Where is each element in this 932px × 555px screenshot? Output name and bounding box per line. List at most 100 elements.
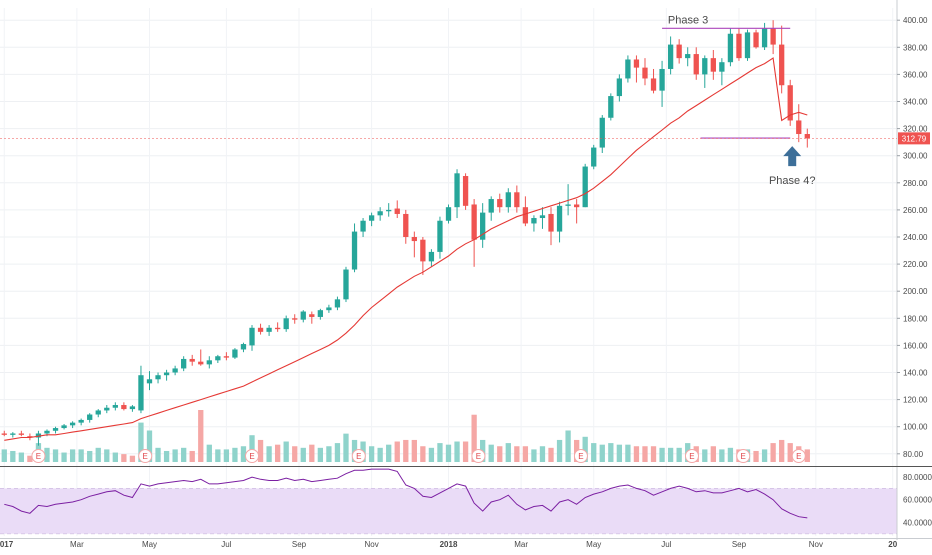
volume-bar <box>727 447 734 462</box>
volume-bar <box>779 439 785 462</box>
candle-body <box>659 68 665 91</box>
volume-bar <box>454 441 460 462</box>
candle-body <box>505 192 511 208</box>
volume-bar <box>394 441 400 462</box>
rsi-axis: 80.0000 60.0000 40.0000 <box>903 473 932 527</box>
volume-bar <box>266 446 272 462</box>
candle-body <box>437 220 443 252</box>
volume-bar <box>514 446 520 462</box>
candle-body <box>522 207 529 224</box>
volume-bar <box>44 447 50 462</box>
candle-body <box>548 213 554 232</box>
time-tick-label: 2018 <box>440 540 458 549</box>
candle-body <box>445 207 452 221</box>
candle-body <box>326 307 332 311</box>
earnings-badge-label: E <box>36 452 41 461</box>
current-price-value: 312.79 <box>902 134 927 143</box>
earnings-badge-label: E <box>578 452 583 461</box>
candle-body <box>351 231 358 270</box>
arrow-shape <box>783 146 802 167</box>
volume-bar <box>1 449 7 462</box>
earnings-badge <box>31 449 46 463</box>
candle-body <box>249 327 255 346</box>
candle-body <box>35 433 42 438</box>
volume-bar <box>539 446 546 462</box>
candles <box>1 20 810 446</box>
candle-body <box>599 117 605 148</box>
time-tick-label: 20 <box>888 540 897 549</box>
candle-body <box>95 410 101 415</box>
volume-bar <box>257 439 264 462</box>
candle-body <box>129 406 136 410</box>
price-tick-label: 140.00 <box>903 369 928 378</box>
volume-bar <box>61 452 67 462</box>
candle-body <box>360 220 366 232</box>
earnings-badge <box>138 449 153 463</box>
candle-body <box>719 62 725 72</box>
candle-body <box>565 204 571 206</box>
candle-body <box>215 356 221 361</box>
volume-bar <box>317 447 324 462</box>
volume-bar <box>249 435 255 462</box>
volume-bar <box>292 446 298 462</box>
candle-body <box>761 28 768 48</box>
volume-bar <box>189 450 195 462</box>
volume-bar <box>223 449 230 462</box>
candle-body <box>309 314 315 317</box>
volume-bar <box>172 449 178 462</box>
volume-bar <box>420 446 426 462</box>
candle-body <box>710 58 716 72</box>
volume-bar <box>608 443 614 462</box>
price-tick-label: 160.00 <box>903 341 928 350</box>
volume-bar <box>112 452 118 462</box>
time-tick-label: May <box>142 540 157 549</box>
volume-bar <box>283 441 289 462</box>
candle-body <box>163 372 170 376</box>
volume-bar <box>804 449 810 462</box>
candle-body <box>292 318 298 320</box>
volume-bar <box>753 450 759 462</box>
candle-body <box>616 78 623 97</box>
candle-body <box>667 44 674 69</box>
volume-bar <box>18 452 25 462</box>
time-tick-label: Sep <box>732 540 747 549</box>
rsi-band <box>0 488 897 534</box>
time-tick-label: Nov <box>809 540 823 549</box>
volume-bar <box>556 439 563 462</box>
earnings-badge <box>351 449 366 463</box>
volume-bar <box>95 447 101 462</box>
candle-body <box>685 54 691 59</box>
candle-body <box>642 67 648 79</box>
volume-bar <box>403 439 409 462</box>
candle-body <box>121 405 127 410</box>
rsi-tick-label: 80.0000 <box>903 473 932 482</box>
volume-bar <box>642 446 648 462</box>
candle-body <box>488 199 494 213</box>
volume-bar <box>522 446 529 462</box>
candle-body <box>61 425 67 429</box>
candle-body <box>633 59 640 68</box>
volume-bar <box>428 447 435 462</box>
candle-body <box>343 269 349 300</box>
up-arrow-icon <box>783 146 802 167</box>
candle-body <box>796 120 802 135</box>
candle-body <box>181 358 187 369</box>
candle-body <box>155 375 161 380</box>
candle-body <box>514 192 520 208</box>
earnings-badge-label: E <box>356 452 361 461</box>
price-tick-label: 120.00 <box>903 396 928 405</box>
price-tick-label: 360.00 <box>903 70 928 79</box>
volume-bar <box>625 444 631 462</box>
candle-body <box>257 327 264 332</box>
price-tick-label: 400.00 <box>903 16 928 25</box>
candle-body <box>1 433 7 435</box>
price-tick-label: 260.00 <box>903 206 928 215</box>
current-price-tag <box>898 132 930 145</box>
candle-body <box>138 375 144 411</box>
volume-bar <box>565 430 571 462</box>
candle-body <box>625 59 631 79</box>
price-tick-label: 320.00 <box>903 125 928 134</box>
time-tick-label: Mar <box>514 540 528 549</box>
candle-body <box>454 173 460 208</box>
